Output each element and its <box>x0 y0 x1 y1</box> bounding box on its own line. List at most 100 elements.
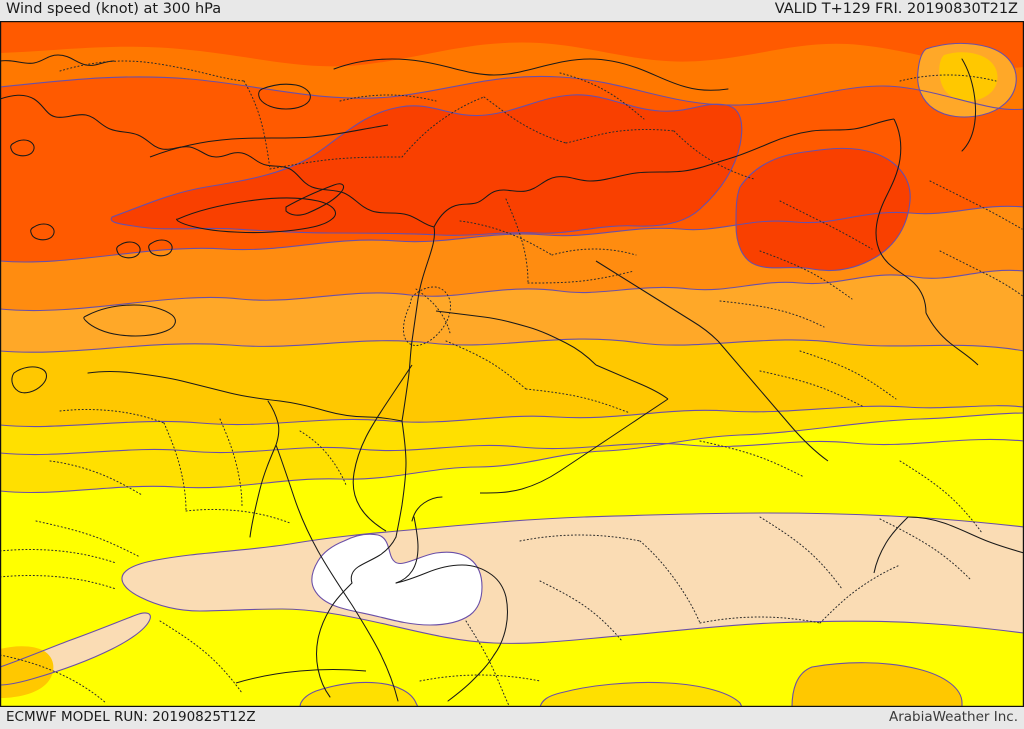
prov-saudi-5 <box>539 580 623 642</box>
border-solid-group <box>149 118 979 684</box>
prov-sinai-1 <box>299 430 347 486</box>
prov-iraq-4 <box>799 350 897 400</box>
coast-gulf-aqaba <box>411 496 443 522</box>
prov-iran-4 <box>759 370 865 408</box>
prov-egypt-5 <box>49 460 143 496</box>
coast-persian-gulf <box>907 516 1024 554</box>
isoline-100-south <box>0 205 1024 263</box>
prov-egypt-6 <box>35 520 141 558</box>
coast-caspian <box>961 58 977 152</box>
prov-iraq-1 <box>779 200 873 250</box>
isoline-60 <box>0 438 1024 456</box>
coast-gulf-suez <box>395 420 407 538</box>
prov-saudi-2 <box>639 540 701 624</box>
coast-nile-delta <box>267 400 280 446</box>
coast-turkey-west <box>189 146 345 194</box>
island-small-1 <box>10 139 35 157</box>
isoline-30-south <box>121 543 1024 644</box>
border-iraq-saudi <box>717 340 829 462</box>
prov-turkey-3 <box>269 156 403 170</box>
border-iraq-iran <box>875 118 927 314</box>
border-jordan-iraq <box>595 364 669 400</box>
coast-red-sea-west <box>315 582 353 698</box>
prov-westbank <box>403 286 451 346</box>
isoline-core-anatolia <box>110 94 743 236</box>
prov-iran-2 <box>939 250 1024 298</box>
isoline-core-zagros <box>735 147 911 272</box>
isoline-pocket-bottom-right <box>791 662 963 707</box>
prov-syria-4 <box>527 270 635 284</box>
coast-turkey-south <box>343 192 435 228</box>
isoline-70 <box>0 338 1024 353</box>
credit-label: ArabiaWeather Inc. <box>888 709 1018 725</box>
band-90-100 <box>0 21 1024 69</box>
isoline-group <box>0 42 1024 707</box>
coast-black-sea-east <box>639 68 729 91</box>
island-crete <box>83 304 176 337</box>
prov-israel-1 <box>415 288 451 334</box>
prov-egypt-10 <box>159 620 243 694</box>
prov-jordan-2 <box>525 388 631 414</box>
isoline-pocket-ne <box>917 42 1017 118</box>
border-anatolia-inner <box>149 124 389 158</box>
prov-turkey-8 <box>339 94 437 102</box>
coast-aegean-greece <box>0 94 191 150</box>
prov-syria-2 <box>551 248 637 256</box>
valid-time-label: VALID T+129 FRI. 20190830T21Z <box>774 1 1018 17</box>
prov-syria-3 <box>505 198 529 284</box>
prov-turkey-5 <box>483 96 567 144</box>
island-small-5 <box>148 239 173 257</box>
prov-turkey-1 <box>59 60 245 82</box>
prov-egypt-9 <box>0 654 107 704</box>
prov-egypt-7 <box>0 575 117 590</box>
coast-black-sea <box>333 58 641 76</box>
border-syria-iraq <box>595 260 719 342</box>
pocket-50-60-ne <box>939 52 998 101</box>
coast-sinai-east <box>395 516 419 584</box>
pocket-40-50-bottom-left <box>300 682 418 707</box>
isoline-40 <box>0 412 1024 494</box>
coast-aegean-north <box>0 54 115 66</box>
prov-egypt-3 <box>185 509 291 524</box>
prov-egypt-4 <box>219 418 243 508</box>
border-jordan-saudi <box>479 398 669 494</box>
prov-turkey-6 <box>565 129 675 144</box>
prov-saudi-3 <box>699 616 821 624</box>
coast-red-sea-east <box>395 564 509 656</box>
band-under-20 <box>311 534 482 625</box>
isoline-50 <box>0 405 1024 428</box>
map-canvas[interactable] <box>0 21 1024 707</box>
core-over-100-anatolia <box>111 94 742 236</box>
island-small-2 <box>30 223 55 241</box>
pocket-40-50-bottom-right <box>792 662 962 707</box>
nile-river <box>275 444 399 702</box>
border-dotted-group <box>0 60 1024 707</box>
wind-speed-fill-bands <box>0 21 1024 707</box>
wind-speed-contour-map[interactable] <box>0 21 1024 707</box>
prov-egypt-8 <box>0 549 117 564</box>
prov-saudi-8 <box>879 518 971 580</box>
footer-bar: ECMWF MODEL RUN: 20190825T12Z ArabiaWeat… <box>0 707 1024 729</box>
border-turkey-syria <box>433 158 729 228</box>
isoline-100 <box>0 75 1024 111</box>
isoline-pocket-bottom-left <box>299 681 419 707</box>
page-title: Wind speed (knot) at 300 hPa <box>6 1 222 17</box>
isoline-20 <box>311 533 483 626</box>
border-kuwait <box>873 516 909 574</box>
island-small-3 <box>11 366 48 394</box>
coastline-group <box>0 54 1024 702</box>
isoline-pocket-bottom-mid <box>539 681 743 707</box>
prov-turkey-2 <box>243 80 271 170</box>
prov-egypt-2 <box>163 422 187 512</box>
island-cyprus <box>175 197 336 234</box>
pocket-40-50-bottom-mid <box>540 682 742 707</box>
coast-arabia-west <box>447 654 495 702</box>
isoline-30 <box>289 512 1024 545</box>
prov-turkey-7 <box>673 130 755 180</box>
prov-iraq-3 <box>719 300 825 328</box>
pocket-40-50-left-edge <box>0 646 54 698</box>
border-egypt-south <box>235 668 367 684</box>
nile-tributary <box>249 444 277 538</box>
prov-iraq-5 <box>699 440 805 478</box>
